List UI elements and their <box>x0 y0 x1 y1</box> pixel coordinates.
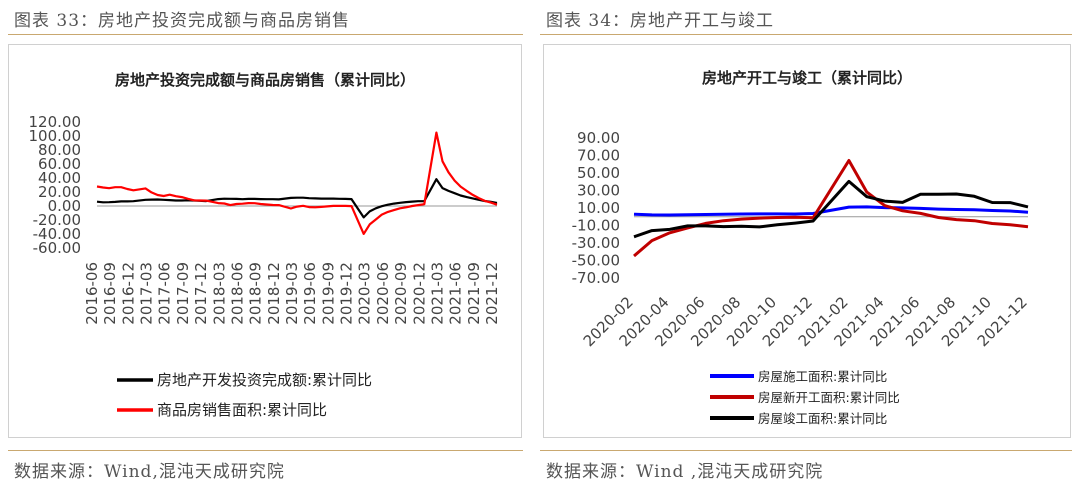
y-tick-label: -50.00 <box>572 252 620 270</box>
y-tick-label: 50.00 <box>577 164 620 182</box>
x-tick-label: 2019-03 <box>283 262 301 325</box>
y-tick-label: 20.00 <box>38 183 81 201</box>
legend-label-1: 房地产开发投资完成额:累计同比 <box>157 371 372 389</box>
y-tick-label: -70.00 <box>572 269 620 287</box>
legend-label-3: 房屋竣工面积:累计同比 <box>758 411 887 426</box>
source-note-left: 数据来源：Wind,混沌天成研究院 <box>14 462 285 482</box>
x-tick-label: 2021-09 <box>465 262 483 325</box>
x-tick-label: 2018-12 <box>265 262 283 325</box>
x-tick-label: 2020-06 <box>374 262 392 325</box>
x-tick-label: 2017-03 <box>138 262 156 325</box>
x-tick-label: 2020-12 <box>410 262 428 325</box>
series-line-1 <box>633 205 1029 217</box>
x-tick-label: 2017-09 <box>174 262 192 325</box>
y-tick-label: 80.00 <box>38 141 81 159</box>
y-tick-label: -20.00 <box>33 211 81 229</box>
x-tick-label: 2021-03 <box>428 262 446 325</box>
y-tick-label: 90.00 <box>577 129 620 147</box>
x-tick-label: 2016-09 <box>101 262 119 325</box>
y-tick-label: 100.00 <box>29 127 82 145</box>
x-tick-label: 2017-06 <box>156 262 174 325</box>
header-rule-right <box>540 34 1072 35</box>
x-tick-label: 2018-03 <box>210 262 228 325</box>
footer-rule-left <box>8 450 523 451</box>
source-note-right: 数据来源：Wind ,混沌天成研究院 <box>546 462 824 482</box>
header-rule-left <box>8 34 523 35</box>
legend-label-2: 商品房销售面积:累计同比 <box>157 401 327 419</box>
series-line-2 <box>96 131 498 235</box>
y-tick-label: 10.00 <box>577 199 620 217</box>
x-tick-label: 2019-06 <box>301 262 319 325</box>
y-tick-label: -30.00 <box>572 234 620 252</box>
investment-sales-chart: 房地产投资完成额与商品房销售（累计同比） 120.00100.0080.0060.… <box>29 71 502 419</box>
x-tick-label: 2017-12 <box>192 262 210 325</box>
series-line-3 <box>633 179 1029 239</box>
y-tick-label: -40.00 <box>33 225 81 243</box>
x-tick-label: 2018-09 <box>247 262 265 325</box>
y-tick-label: 70.00 <box>577 147 620 165</box>
legend-label-1: 房屋施工面积:累计同比 <box>758 369 887 384</box>
chart-panel-left: 房地产投资完成额与商品房销售（累计同比） 120.00 100.00 80.00 60.… <box>8 44 522 438</box>
starts-completions-chart: 房地产开工与竣工（累计同比）90.0070.0050.0030.0010.00-… <box>572 69 1031 426</box>
y-tick-label: 40.00 <box>38 169 81 187</box>
chart-title: 房地产开工与竣工（累计同比） <box>702 69 912 87</box>
y-tick-label: 30.00 <box>577 182 620 200</box>
x-tick-label: 2018-06 <box>228 262 246 325</box>
y-tick-label: 0.00 <box>48 197 81 215</box>
x-tick-label: 2016-12 <box>119 262 137 325</box>
x-tick-label: 2019-12 <box>338 262 356 325</box>
y-tick-label: -60.00 <box>33 239 81 257</box>
legend-label-2: 房屋新开工面积:累计同比 <box>758 390 900 405</box>
y-tick-label: 60.00 <box>38 155 81 173</box>
chart-title: 房地产投资完成额与商品房销售（累计同比） <box>115 71 415 89</box>
x-tick-label: 2021-06 <box>447 262 465 325</box>
figure-label-34: 图表 34：房地产开工与竣工 <box>546 11 775 31</box>
x-tick-label: 2021-12 <box>483 262 501 325</box>
x-tick-label: 2020-03 <box>356 262 374 325</box>
y-tick-label: 120.00 <box>29 113 82 131</box>
x-tick-label: 2020-09 <box>392 262 410 325</box>
chart-panel-right: 房地产开工与竣工（累计同比） 90.00 70.00 50.00 30.00 10.00-… <box>543 44 1071 438</box>
x-tick-label: 2019-09 <box>319 262 337 325</box>
figure-label-33: 图表 33：房地产投资完成额与商品房销售 <box>14 11 351 31</box>
series-line-1 <box>96 178 498 219</box>
footer-rule-right <box>540 450 1072 451</box>
x-tick-label: 2016-06 <box>83 262 101 325</box>
y-tick-label: -10.00 <box>572 217 620 235</box>
